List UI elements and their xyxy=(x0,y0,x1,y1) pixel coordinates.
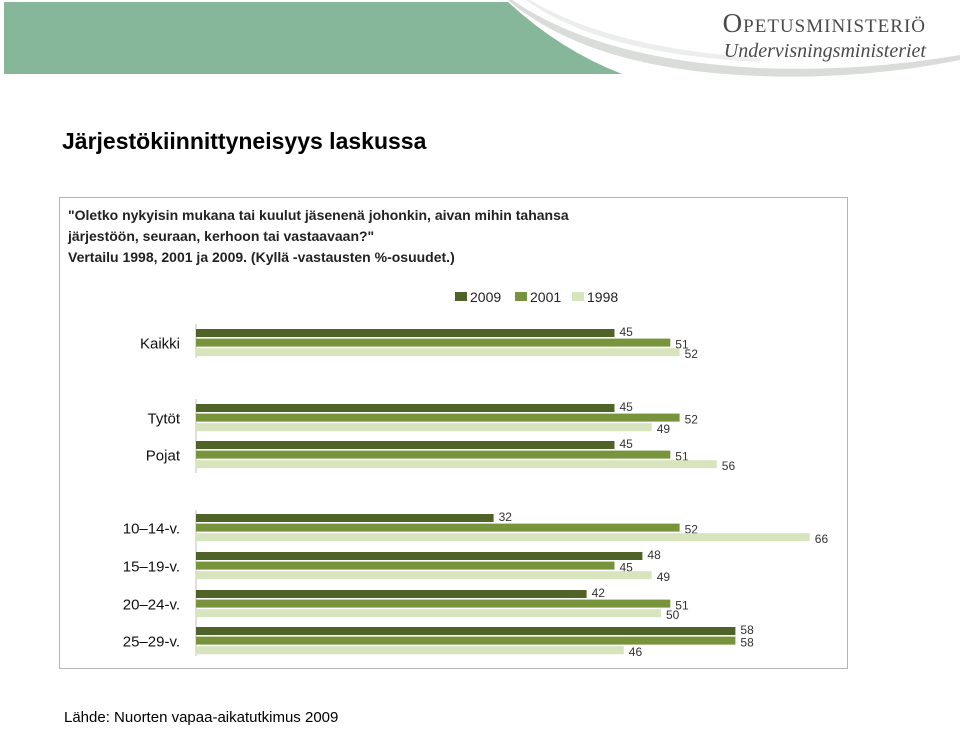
bar-chart: 2009 2001 1998Kaikki455152Tytöt455249Pojat… xyxy=(123,289,829,659)
ministry-logo-subtitle: Undervisningsministeriet xyxy=(723,40,926,62)
bar-10-14-v-2001 xyxy=(196,523,680,532)
data-label-25-29-v-1998: 46 xyxy=(629,645,643,659)
bar-10-14-v-1998 xyxy=(196,533,810,542)
data-label-15-19-v-2001: 45 xyxy=(620,561,634,575)
category-label-tytöt: Tytöt xyxy=(147,410,180,427)
data-label-10-14-v-1998: 66 xyxy=(815,532,829,546)
legend-label-2001: 2001 xyxy=(530,289,561,305)
question-line-1: "Oletko nykyisin mukana tai kuulut jäsen… xyxy=(68,207,569,223)
data-label-15-19-v-1998: 49 xyxy=(657,570,671,584)
page-title: Järjestökiinnittyneisyys laskussa xyxy=(62,128,427,154)
category-label-20-24-v: 20–24-v. xyxy=(123,596,180,613)
survey-question: "Oletko nykyisin mukana tai kuulut jäsen… xyxy=(68,205,708,268)
data-label-pojat-2001: 51 xyxy=(675,450,689,464)
bar-20-24-v-2001 xyxy=(196,599,671,608)
data-label-kaikki-2009: 45 xyxy=(620,325,634,339)
bar-kaikki-1998 xyxy=(196,348,680,357)
source-note: Lähde: Nuorten vapaa-aikatutkimus 2009 xyxy=(64,709,339,726)
bar-pojat-1998 xyxy=(196,460,717,469)
bar-tytöt-2009 xyxy=(196,404,615,412)
ministry-logo-title: Opetusministeriö xyxy=(722,8,926,38)
legend-swatch-2009 xyxy=(455,292,467,301)
data-label-kaikki-1998: 52 xyxy=(685,347,699,361)
bar-tytöt-1998 xyxy=(196,423,652,432)
bar-15-19-v-2009 xyxy=(196,552,643,560)
bar-20-24-v-1998 xyxy=(196,609,661,618)
category-label-10-14-v: 10–14-v. xyxy=(123,520,180,537)
data-label-tytöt-2001: 52 xyxy=(685,413,699,427)
bar-pojat-2001 xyxy=(196,450,671,459)
data-label-15-19-v-2009: 48 xyxy=(647,548,661,562)
question-line-3: Vertailu 1998, 2001 ja 2009. (Kyllä -vas… xyxy=(68,249,455,265)
category-label-pojat: Pojat xyxy=(146,447,181,464)
data-label-pojat-1998: 56 xyxy=(722,459,736,473)
bar-15-19-v-1998 xyxy=(196,571,652,580)
data-label-25-29-v-2001: 58 xyxy=(740,636,754,650)
data-label-25-29-v-2009: 58 xyxy=(740,623,754,637)
header-banner xyxy=(4,0,960,77)
data-label-10-14-v-2009: 32 xyxy=(499,510,513,524)
data-label-10-14-v-2001: 52 xyxy=(685,523,699,537)
legend-label-1998: 1998 xyxy=(587,289,618,305)
bar-kaikki-2001 xyxy=(196,338,671,347)
bar-25-29-v-2001 xyxy=(196,636,736,645)
legend-swatch-1998 xyxy=(572,292,584,301)
data-label-tytöt-1998: 49 xyxy=(657,422,671,436)
bar-tytöt-2001 xyxy=(196,413,680,422)
legend-label-2009: 2009 xyxy=(470,289,501,305)
bar-15-19-v-2001 xyxy=(196,561,615,570)
data-label-20-24-v-2001: 51 xyxy=(675,599,689,613)
question-line-2: järjestöön, seuraan, kerhoon tai vastaav… xyxy=(68,228,375,244)
category-label-25-29-v: 25–29-v. xyxy=(123,633,180,650)
banner-green-band xyxy=(4,2,622,74)
bar-20-24-v-2009 xyxy=(196,590,587,598)
category-label-kaikki: Kaikki xyxy=(140,335,180,352)
data-label-20-24-v-2009: 42 xyxy=(592,586,606,600)
legend-swatch-2001 xyxy=(515,292,527,301)
bar-25-29-v-2009 xyxy=(196,627,736,635)
bar-pojat-2009 xyxy=(196,441,615,449)
bar-25-29-v-1998 xyxy=(196,646,624,655)
data-label-tytöt-2009: 45 xyxy=(620,400,634,414)
data-label-pojat-2009: 45 xyxy=(620,437,634,451)
bar-kaikki-2009 xyxy=(196,329,615,337)
category-label-15-19-v: 15–19-v. xyxy=(123,558,180,575)
bar-10-14-v-2009 xyxy=(196,514,494,522)
data-label-20-24-v-1998: 50 xyxy=(666,608,680,622)
data-label-kaikki-2001: 51 xyxy=(675,338,689,352)
